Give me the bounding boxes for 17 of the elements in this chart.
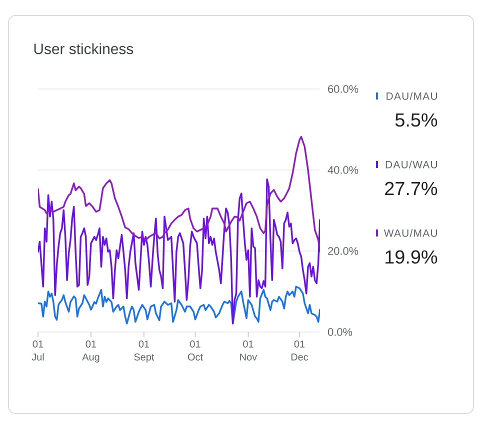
text: 19.9% [386,250,438,264]
x-tick-label: 01 Nov [240,340,258,361]
legend-label: WAU/MAU [384,229,437,237]
x-tick-label: 01 Oct [188,340,203,361]
chart-title: User stickiness [34,43,134,54]
x-tick-label: 01 Sept [134,340,154,362]
legend-label: DAU/MAU [386,92,437,100]
y-tick-label: 40.0% [328,166,358,174]
legend-label: DAU/WAU [386,160,437,168]
x-tick-label: 01 Dec [291,340,308,361]
text: 5.5% [395,113,438,127]
x-tick-label: 01 Aug [82,340,100,362]
y-tick-label: 0.0% [328,328,352,336]
x-tick-label: 01 Jul [32,340,44,361]
y-tick-label: 20.0% [328,247,358,255]
text: 27.7% [385,182,438,196]
y-tick-label: 60.0% [328,85,358,93]
